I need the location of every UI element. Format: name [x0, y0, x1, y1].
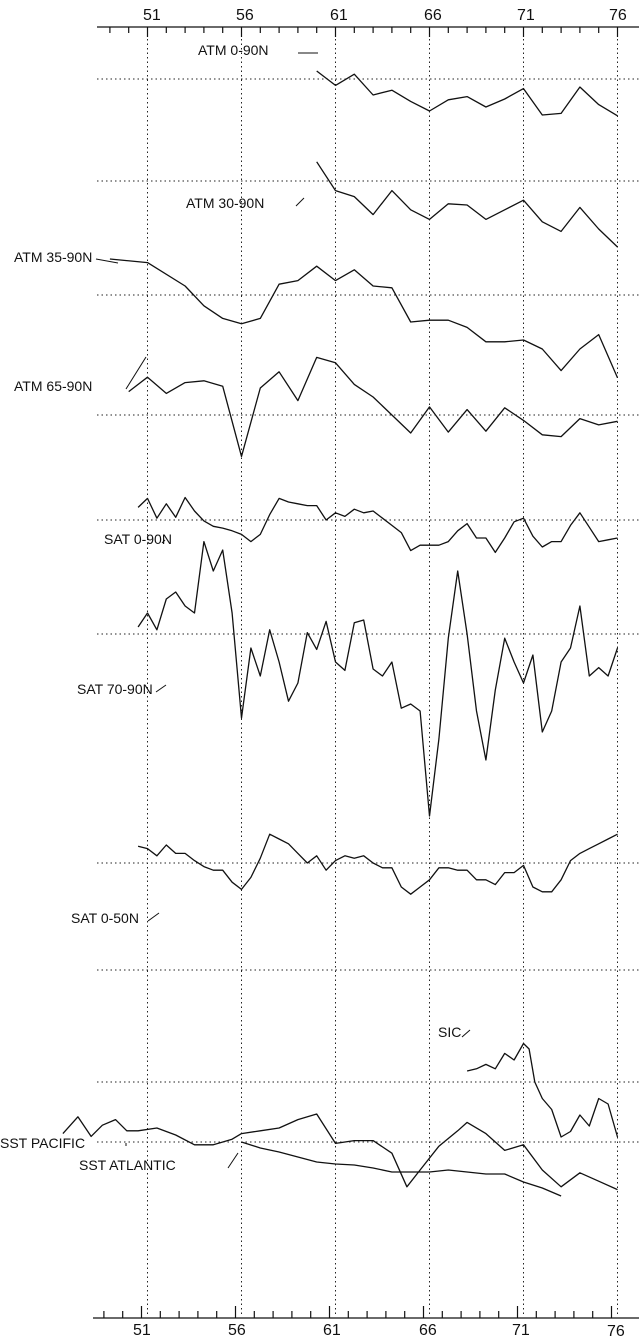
grid-vertical	[147, 30, 618, 1315]
leader-sst-atlantic	[227, 1152, 239, 1169]
series-line-atm-30-90n	[316, 161, 618, 248]
leader-sat-70-90n	[155, 684, 167, 693]
x-tick-label: 66	[419, 1322, 437, 1338]
series-label-atm-30-90n: ATM 30-90N	[186, 195, 264, 211]
series-label-atm-35-90n: ATM 35-90N	[14, 249, 92, 265]
series-line-sat-0-50n	[137, 833, 618, 895]
leader-atm-65-90n	[125, 356, 147, 390]
series-line-sst-atlantic	[241, 1141, 562, 1197]
x-tick-label: 76	[607, 1323, 625, 1338]
leader-atm-30-90n	[295, 197, 305, 207]
grid-horizontal	[97, 78, 639, 1143]
axis-top: 51 56 61 66 71 76	[97, 7, 639, 37]
x-tick-label: 61	[323, 1322, 341, 1338]
leader-sat-0-50n	[147, 912, 160, 922]
series-line-atm-0-90n	[316, 70, 618, 117]
series-label-sat-70-90n: SAT 70-90N	[77, 681, 153, 697]
series-label-atm-0-90n: ATM 0-90N	[198, 42, 269, 58]
series-line-sic	[466, 1042, 619, 1138]
x-tick-label: 61	[330, 7, 348, 24]
series-label-sst-atlantic: SST ATLANTIC	[79, 1157, 176, 1173]
x-tick-label: 56	[236, 7, 254, 24]
series-line-sat-70-90n	[137, 540, 619, 817]
x-tick-label: 56	[228, 1322, 246, 1338]
series-labels: ATM 0-90N ATM 30-90N ATM 35-90N ATM 65-9…	[0, 42, 461, 1173]
series-label-sat-0-90n: SAT 0-90N	[104, 531, 172, 547]
series-label-sst-pacific: SST PACIFIC	[0, 1135, 85, 1151]
leader-atm-35-90n	[95, 258, 119, 264]
x-tick-label: 76	[609, 7, 627, 24]
series-label-sic: SIC	[438, 1024, 461, 1040]
series-line-sst-pacific	[62, 1113, 618, 1191]
x-tick-label: 51	[143, 7, 161, 24]
leader-sic	[461, 1029, 471, 1038]
series-label-sat-0-50n: SAT 0-50N	[71, 910, 139, 926]
x-tick-label: 71	[512, 1322, 530, 1338]
leader-sat-0-90n	[161, 539, 166, 544]
x-tick-label: 66	[424, 7, 442, 24]
series-line-sat-0-90n	[137, 496, 618, 554]
series-label-atm-65-90n: ATM 65-90N	[14, 378, 92, 394]
series-line-atm-35-90n	[109, 258, 619, 379]
axis-bottom: 51 56 61 66 71 76	[93, 1306, 639, 1338]
x-tick-label: 51	[133, 1322, 151, 1338]
series-layer	[62, 70, 619, 1197]
leader-lines	[95, 52, 471, 1169]
x-tick-label: 71	[517, 7, 535, 24]
series-line-atm-65-90n	[128, 356, 618, 458]
